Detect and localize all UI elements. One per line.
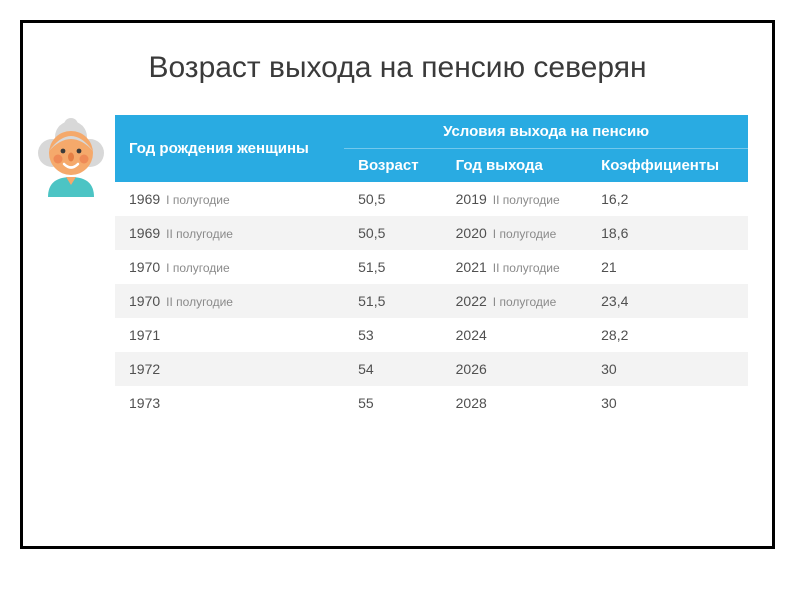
cell-coef: 23,4 [587,284,748,318]
cell-birth: 1969II полугодие [115,216,344,250]
cell-exit: 2020I полугодие [442,216,588,250]
pension-table-wrap: Год рождения женщины Условия выхода на п… [115,115,748,420]
cell-exit: 2021II полугодие [442,250,588,284]
cell-exit: 2026 [442,352,588,386]
cell-birth: 1971 [115,318,344,352]
cell-exit: 2019II полугодие [442,182,588,216]
cell-exit: 2028 [442,386,588,420]
cell-age: 53 [344,318,442,352]
cell-birth: 1970I полугодие [115,250,344,284]
cell-age: 54 [344,352,442,386]
cell-age: 50,5 [344,182,442,216]
table-row: 1972 54 2026 30 [115,352,748,386]
document-frame: Возраст выхода на пенсию северян [20,20,775,549]
grandma-icon [38,117,104,197]
cell-coef: 30 [587,352,748,386]
cell-birth: 1972 [115,352,344,386]
table-row: 1970I полугодие 51,5 2021II полугодие 21 [115,250,748,284]
content-row: Год рождения женщины Условия выхода на п… [23,115,772,420]
table-row: 1973 55 2028 30 [115,386,748,420]
col-header-birth: Год рождения женщины [115,115,344,182]
pension-table-body: 1969I полугодие 50,5 2019II полугодие 16… [115,182,748,420]
page-title: Возраст выхода на пенсию северян [23,51,772,85]
table-row: 1971 53 2024 28,2 [115,318,748,352]
cell-coef: 21 [587,250,748,284]
cell-birth: 1969I полугодие [115,182,344,216]
cell-birth: 1973 [115,386,344,420]
cell-age: 50,5 [344,216,442,250]
table-row: 1969II полугодие 50,5 2020I полугодие 18… [115,216,748,250]
col-header-conditions: Условия выхода на пенсию [344,115,748,149]
cell-exit: 2022I полугодие [442,284,588,318]
pension-table: Год рождения женщины Условия выхода на п… [115,115,748,420]
col-header-exit: Год выхода [442,149,588,183]
table-row: 1969I полугодие 50,5 2019II полугодие 16… [115,182,748,216]
cell-birth: 1970II полугодие [115,284,344,318]
cell-coef: 16,2 [587,182,748,216]
avatar [35,117,107,197]
col-header-coef: Коэффициенты [587,149,748,183]
cell-coef: 28,2 [587,318,748,352]
cell-exit: 2024 [442,318,588,352]
cell-coef: 30 [587,386,748,420]
cell-age: 55 [344,386,442,420]
cell-age: 51,5 [344,250,442,284]
table-row: 1970II полугодие 51,5 2022I полугодие 23… [115,284,748,318]
col-header-age: Возраст [344,149,442,183]
cell-coef: 18,6 [587,216,748,250]
cell-age: 51,5 [344,284,442,318]
